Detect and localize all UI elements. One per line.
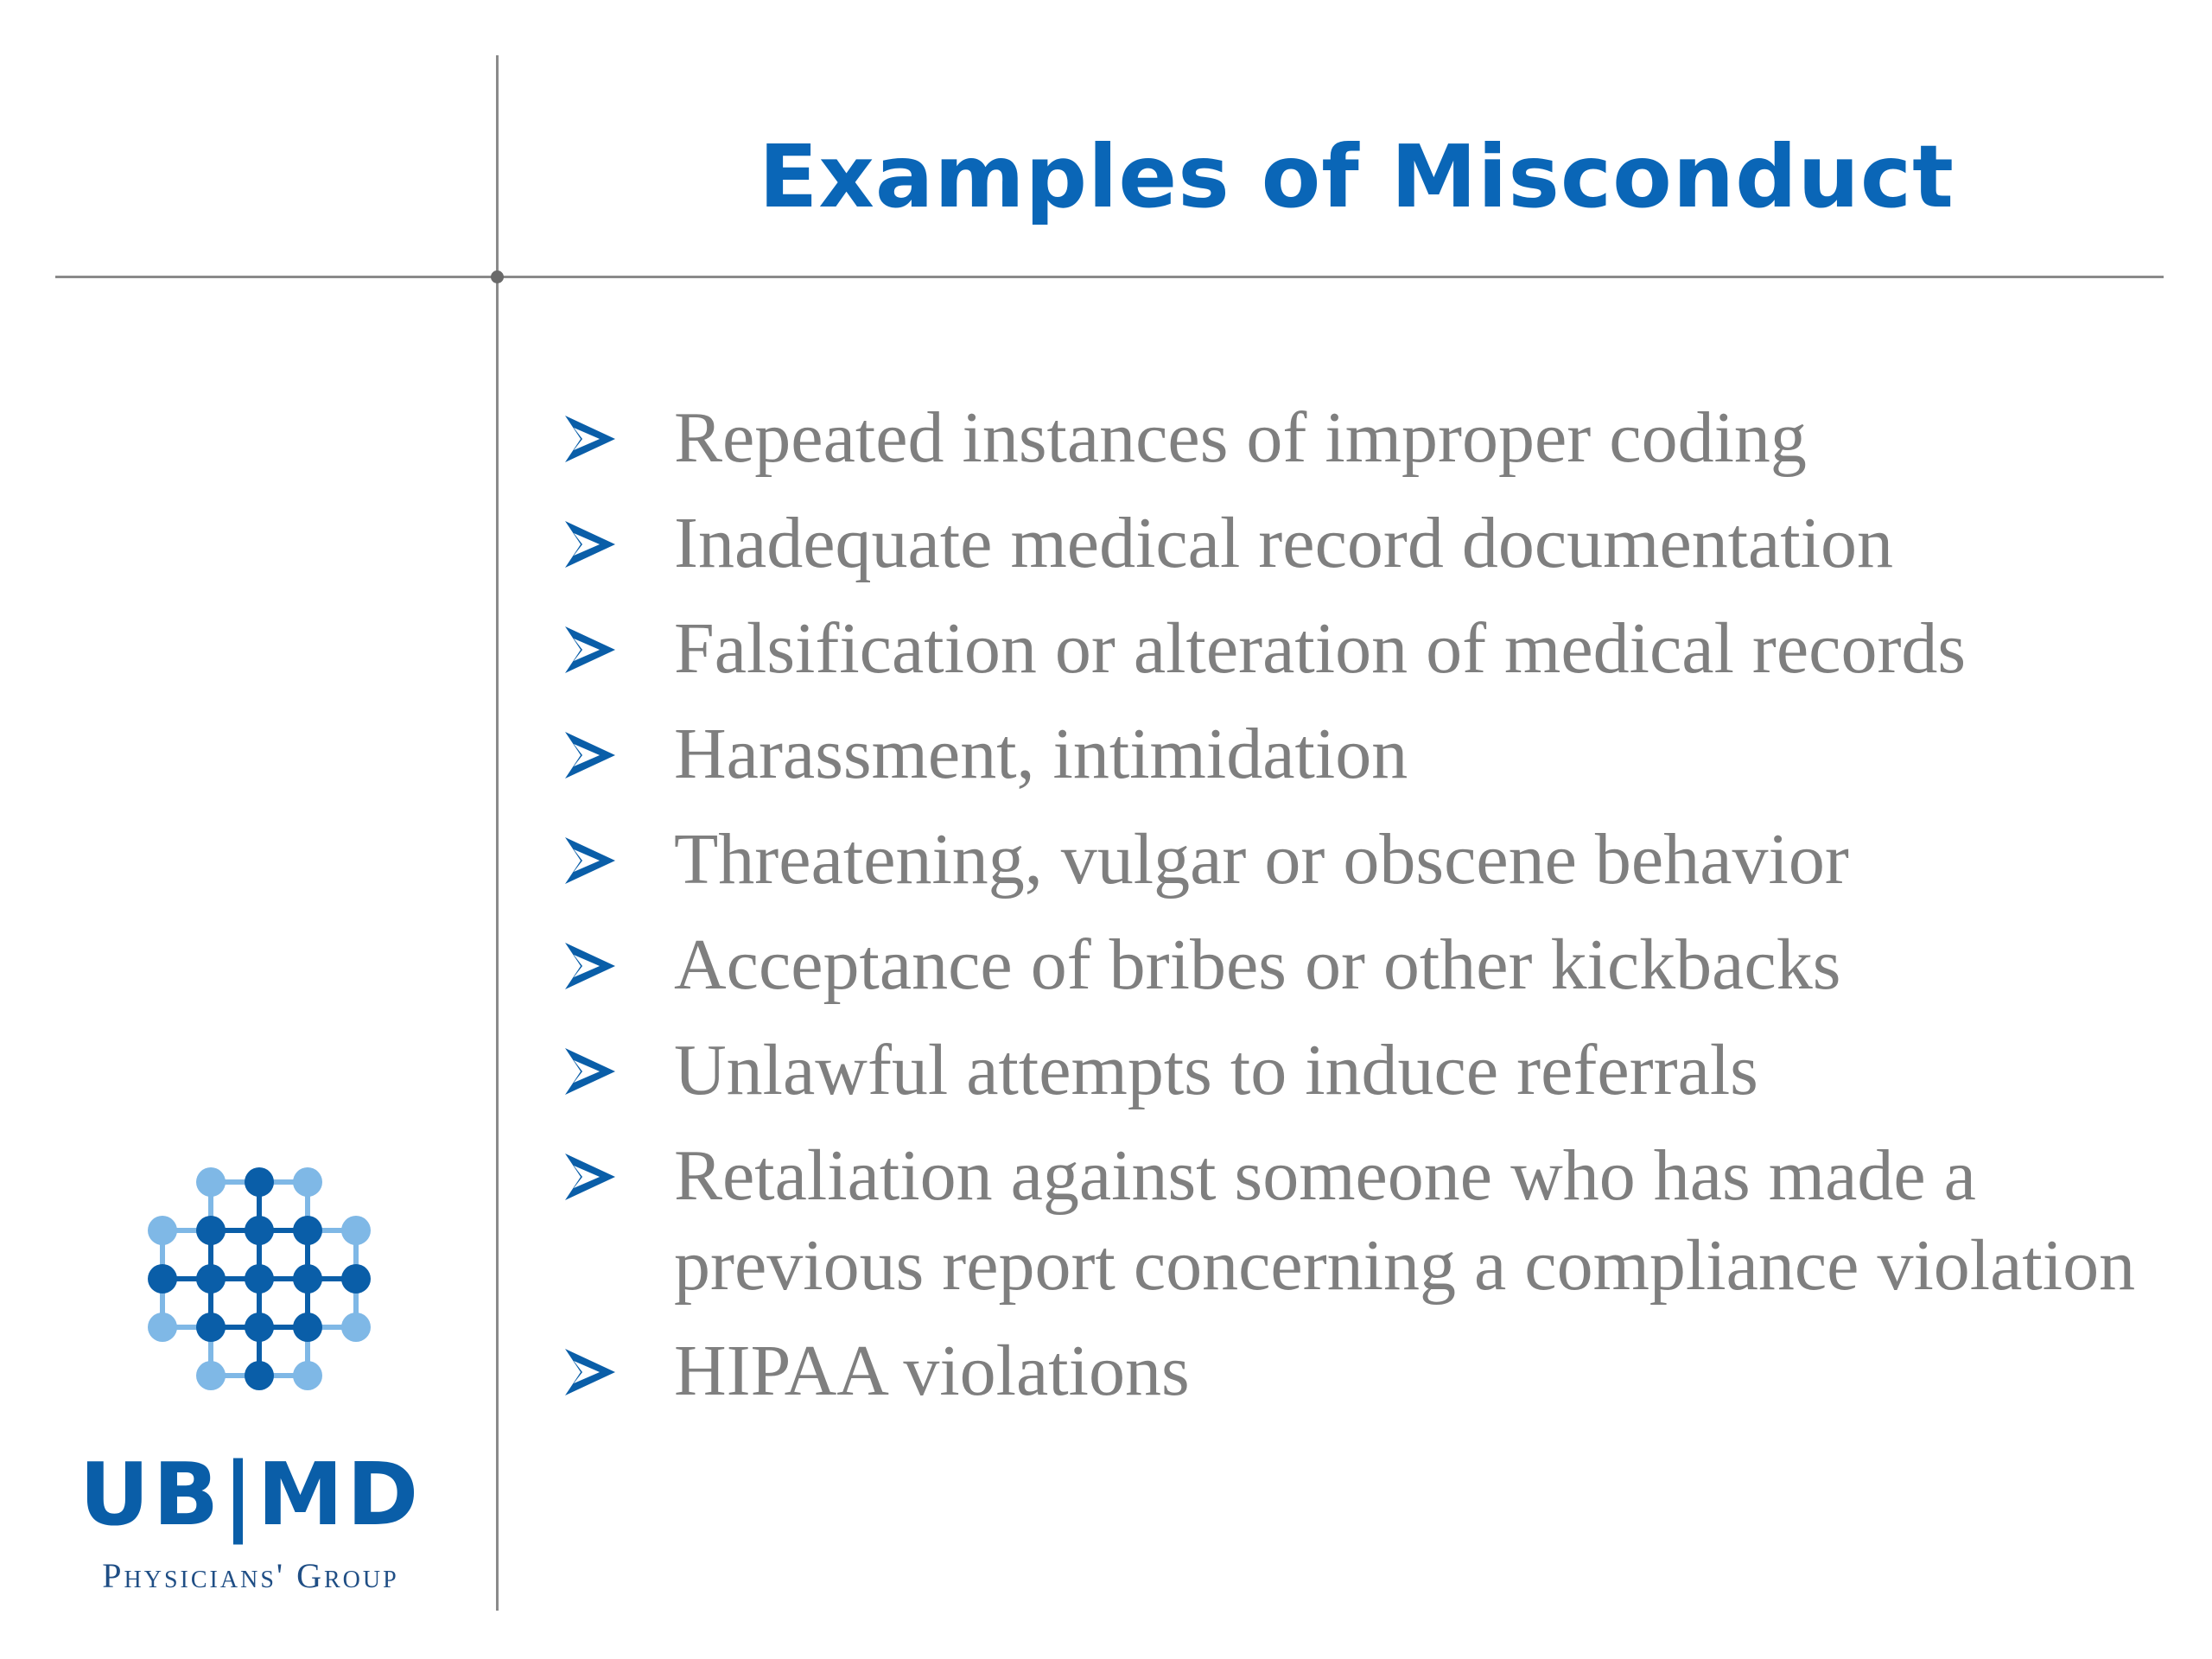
arrow-bullet-icon: [565, 521, 615, 568]
bullet-text: Falsification or alteration of medical r…: [674, 608, 1967, 689]
arrow-bullet-icon: [565, 1048, 615, 1095]
bullet-text: HIPAA violations: [674, 1331, 1190, 1411]
bullet-item: Retaliation against someone who has made…: [562, 1131, 2169, 1311]
logo-wordmark: UB|MD: [79, 1444, 423, 1545]
bullet-item: Repeated instances of improper coding: [562, 393, 2169, 483]
bullet-text: Retaliation against someone who has made…: [674, 1135, 2136, 1306]
bullet-item: HIPAA violations: [562, 1326, 2169, 1416]
arrow-bullet-icon: [565, 416, 615, 462]
vertical-divider: [496, 55, 499, 1611]
arrow-bullet-icon: [565, 1349, 615, 1395]
arrow-bullet-icon: [565, 837, 615, 884]
arrow-bullet-icon: [565, 732, 615, 779]
bullet-list: Repeated instances of improper coding Ina…: [562, 393, 2169, 1432]
molecule-grid-icon: [148, 1167, 371, 1390]
bullet-text: Unlawful attempts to induce referrals: [674, 1030, 1758, 1110]
arrow-bullet-icon: [565, 943, 615, 989]
bullet-item: Unlawful attempts to induce referrals: [562, 1026, 2169, 1116]
logo-subtitle: Physicians' Group: [102, 1556, 399, 1595]
bullet-item: Acceptance of bribes or other kickbacks: [562, 920, 2169, 1010]
bullet-item: Inadequate medical record documentation: [562, 499, 2169, 588]
bullet-item: Harassment, intimidation: [562, 709, 2169, 799]
bullet-item: Threatening, vulgar or obscene behavior: [562, 815, 2169, 905]
horizontal-divider: [55, 276, 2164, 278]
bullet-text: Harassment, intimidation: [674, 714, 1408, 794]
bullet-text: Acceptance of bribes or other kickbacks: [674, 925, 1841, 1005]
bullet-text: Threatening, vulgar or obscene behavior: [674, 819, 1849, 899]
arrow-bullet-icon: [565, 1154, 615, 1200]
bullet-text: Inadequate medical record documentation: [674, 503, 1894, 583]
arrow-bullet-icon: [565, 626, 615, 673]
ubmd-logo: UB|MD Physicians' Group: [52, 1149, 449, 1616]
slide-title: Examples of Misconduct: [759, 126, 1955, 227]
bullet-text: Repeated instances of improper coding: [674, 397, 1807, 478]
divider-junction-dot: [491, 270, 504, 283]
bullet-item: Falsification or alteration of medical r…: [562, 604, 2169, 694]
